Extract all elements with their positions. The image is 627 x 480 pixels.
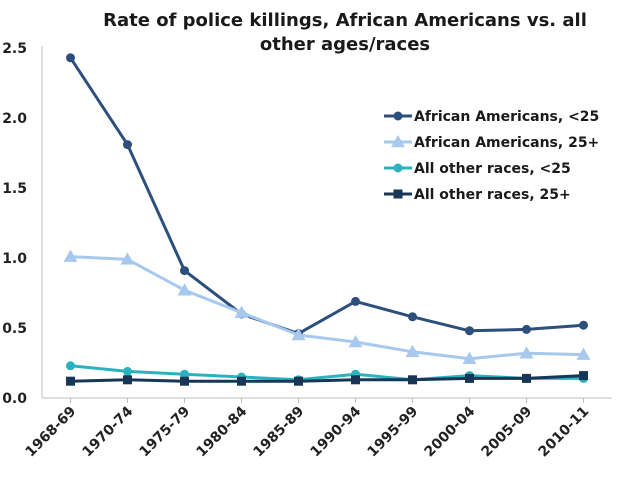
legend-marker [391,135,405,148]
data-point [177,283,192,296]
data-point [180,376,189,386]
x-tick-label: 1968-69 [23,404,80,461]
series-line [70,374,584,383]
data-point [348,335,363,348]
data-point [291,328,306,341]
data-point [180,266,189,276]
legend-item: All other races, <25 [384,161,571,177]
legend-label: African Americans, <25 [414,109,599,125]
x-tick-label: 1970-74 [80,403,137,460]
legend-label: African Americans, 25+ [414,135,599,151]
y-tick-label: 0.0 [2,391,27,407]
x-tick-label: 2000-04 [422,403,479,460]
x-tick-label: 1985-89 [251,404,308,461]
legend-marker [393,163,403,173]
data-point [294,376,303,386]
data-point [522,373,531,383]
x-tick-label: 1980-84 [194,403,251,460]
data-point [180,369,189,379]
series-0 [66,53,588,339]
data-point [123,140,132,150]
y-tick-label: 2.5 [2,41,27,57]
series-line [70,255,584,361]
legend-item: African Americans, 25+ [384,135,599,151]
data-point [522,324,531,334]
data-point [576,347,591,360]
chart-title-line-2: other ages/races [260,34,430,55]
data-point [66,53,75,63]
x-tick-label: 2010-11 [536,404,593,461]
series-line [69,56,584,336]
legend-label: All other races, <25 [414,161,571,177]
data-point [234,305,249,318]
legend-label: All other races, 25+ [414,187,571,203]
data-point [408,312,417,322]
data-point [63,249,78,262]
x-tick-label: 1995-99 [365,404,422,461]
series-3 [66,371,588,386]
y-tick-label: 0.5 [2,321,27,337]
series-1 [63,249,591,365]
data-point [405,344,420,358]
data-point [123,375,132,385]
data-point [462,351,477,365]
data-point [465,373,474,383]
data-point [120,252,135,265]
legend: African Americans, <25 African Americans,… [384,109,599,203]
y-tick-label: 1.5 [2,181,27,197]
data-point [579,320,588,330]
data-point [66,376,75,386]
x-tick-label: 2005-09 [479,404,536,461]
series-layer [63,53,591,386]
data-point [351,375,360,385]
data-point [519,346,534,359]
data-point [351,296,360,306]
legend-item: African Americans, <25 [384,109,599,125]
chart-title-line-1: Rate of police killings, African America… [103,10,587,31]
x-tick-label: 1990-94 [308,403,365,460]
x-tick-label: 1975-79 [137,404,194,461]
y-tick-label: 2.0 [2,111,27,127]
y-tick-label: 1.0 [2,251,27,267]
legend-marker [393,189,403,199]
data-point [579,371,588,381]
data-point [66,361,75,371]
legend-item: All other races, 25+ [384,187,571,203]
data-point [123,366,132,376]
data-point [237,376,246,386]
legend-marker [393,111,403,121]
data-point [465,326,474,336]
data-point [408,375,417,385]
